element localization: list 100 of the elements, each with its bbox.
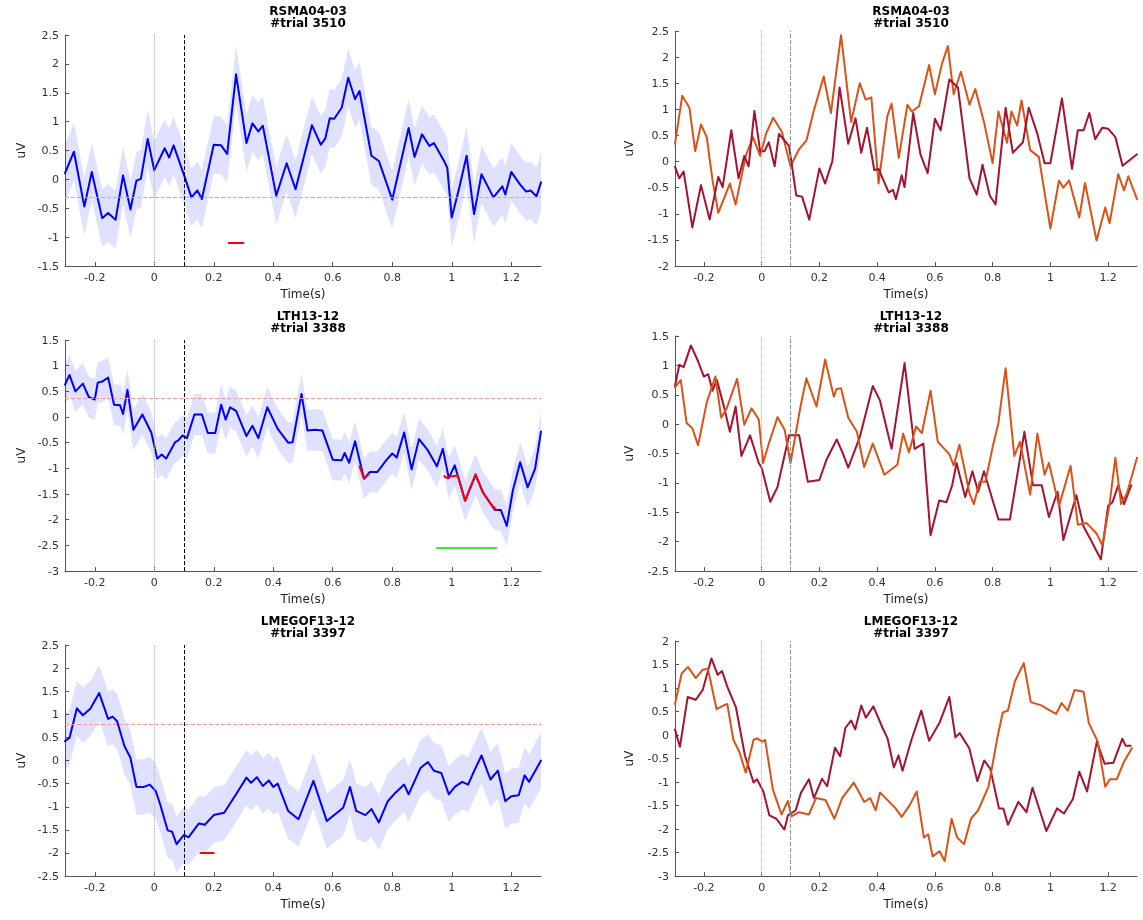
x-tick-label: 0.6: [324, 881, 342, 895]
x-tick-label: 0: [150, 576, 158, 590]
line-series: [443, 473, 498, 511]
y-tick-label: -2: [48, 513, 59, 527]
y-tick-label: -3: [658, 869, 669, 883]
chart-title: LTH13-12: [276, 309, 340, 323]
y-tick-label: 1.5: [41, 86, 59, 100]
y-axis-title: uV: [13, 751, 28, 769]
chart-title: LMEGOF13-12: [863, 614, 959, 628]
x-tick-label: -0.2: [84, 576, 106, 590]
x-tick-label: 0.6: [324, 576, 342, 590]
y-tick-label: -2.5: [647, 564, 669, 578]
x-tick-label: 1: [448, 881, 456, 895]
y-tick-label: -1: [658, 476, 669, 490]
y-tick-label: -1: [658, 207, 669, 221]
y-tick-label: 2.5: [41, 638, 59, 652]
y-axis-title: uV: [13, 141, 28, 159]
y-tick-label: -2.5: [647, 846, 669, 860]
x-tick-label: 0.4: [868, 271, 886, 285]
y-tick-label: 1: [52, 707, 59, 721]
x-tick-label: 0.8: [983, 576, 1002, 590]
y-tick-label: 0: [662, 728, 669, 742]
x-tick-label: 0.8: [383, 576, 401, 590]
x-tick-label: 0: [150, 881, 158, 895]
y-tick-label: -0.5: [647, 752, 669, 766]
x-tick-label: -0.2: [84, 881, 106, 895]
y-tick-label: 2: [662, 50, 669, 64]
chart-title: RSMA04-03: [269, 4, 347, 18]
y-tick-label: 1.5: [41, 333, 59, 347]
chart-subtitle: #trial 3510: [873, 16, 949, 30]
x-tick-label: 0.6: [926, 271, 944, 285]
y-tick-label: -2.5: [37, 538, 59, 552]
y-tick-label: 0.5: [651, 128, 669, 142]
x-tick-label: 1: [448, 576, 456, 590]
x-tick-label: 0.8: [983, 271, 1002, 285]
y-tick-label: 1.5: [651, 329, 669, 343]
x-tick-label: -0.2: [693, 881, 715, 895]
x-tick-label: 0: [758, 271, 766, 285]
x-tick-label: 1.2: [502, 576, 520, 590]
x-tick-label: -0.2: [84, 271, 106, 285]
x-tick-label: 0.4: [868, 576, 886, 590]
y-tick-label: 0.5: [41, 730, 59, 744]
y-tick-label: -1: [658, 775, 669, 789]
x-tick-label: 0.2: [205, 271, 223, 285]
x-tick-label: 1.2: [502, 271, 520, 285]
y-tick-label: 1.5: [651, 658, 669, 672]
y-tick-label: 0: [52, 754, 59, 768]
y-axis-title: uV: [13, 446, 28, 464]
y-tick-label: -2: [658, 535, 669, 549]
x-tick-label: -0.2: [693, 576, 715, 590]
y-tick-label: 0.5: [651, 388, 669, 402]
y-axis-title: uV: [622, 749, 636, 767]
y-tick-label: -2: [658, 259, 669, 273]
y-tick-label: 1.5: [41, 684, 59, 698]
y-tick-label: 1.5: [651, 76, 669, 90]
x-tick-label: 1: [1046, 271, 1054, 285]
y-tick-label: 0.5: [41, 144, 59, 158]
y-tick-label: 1: [662, 358, 669, 372]
y-tick-label: 2.5: [651, 24, 669, 38]
x-tick-label: 1: [448, 271, 456, 285]
y-tick-label: -1: [48, 230, 59, 244]
x-axis-title: Time(s): [882, 897, 929, 911]
y-tick-label: 1: [662, 102, 669, 116]
y-tick-label: -0.5: [647, 447, 669, 461]
y-tick-label: 1: [52, 115, 59, 129]
y-tick-label: -1: [48, 800, 59, 814]
line-series: [64, 73, 542, 221]
y-tick-label: 2.5: [41, 28, 59, 42]
y-axis-title: uV: [622, 444, 636, 462]
chart-title: LMEGOF13-12: [260, 614, 356, 628]
y-tick-label: 1: [52, 359, 59, 373]
y-tick-label: 2: [52, 661, 59, 675]
chart-subtitle: #trial 3510: [270, 16, 346, 30]
line-series: [674, 34, 1138, 242]
x-tick-label: 1.2: [502, 881, 520, 895]
line-series: [64, 692, 542, 846]
x-axis-title: Time(s): [882, 287, 929, 301]
x-tick-label: 1.2: [1099, 881, 1117, 895]
y-tick-label: -1: [48, 461, 59, 475]
y-tick-label: 0: [52, 410, 59, 424]
x-tick-label: 0.4: [264, 881, 282, 895]
y-tick-label: 0.5: [651, 705, 669, 719]
y-tick-label: 2: [52, 57, 59, 71]
y-tick-label: -2: [48, 846, 59, 860]
y-tick-label: 0: [52, 172, 59, 186]
y-tick-label: 0: [662, 155, 669, 169]
y-tick-label: -1.5: [37, 823, 59, 837]
y-tick-label: 0.5: [41, 384, 59, 398]
line-series: [674, 78, 1138, 229]
x-tick-label: 0.6: [324, 271, 342, 285]
y-tick-label: -2: [658, 822, 669, 836]
y-tick-label: -0.5: [37, 777, 59, 791]
y-tick-label: -0.5: [37, 436, 59, 450]
y-tick-label: -0.5: [37, 201, 59, 215]
x-tick-label: 1.2: [1099, 271, 1117, 285]
y-tick-label: -3: [48, 564, 59, 578]
x-tick-label: 0.4: [868, 881, 886, 895]
x-tick-label: 1: [1046, 881, 1054, 895]
x-tick-label: 0: [150, 271, 158, 285]
line-series: [64, 373, 542, 527]
